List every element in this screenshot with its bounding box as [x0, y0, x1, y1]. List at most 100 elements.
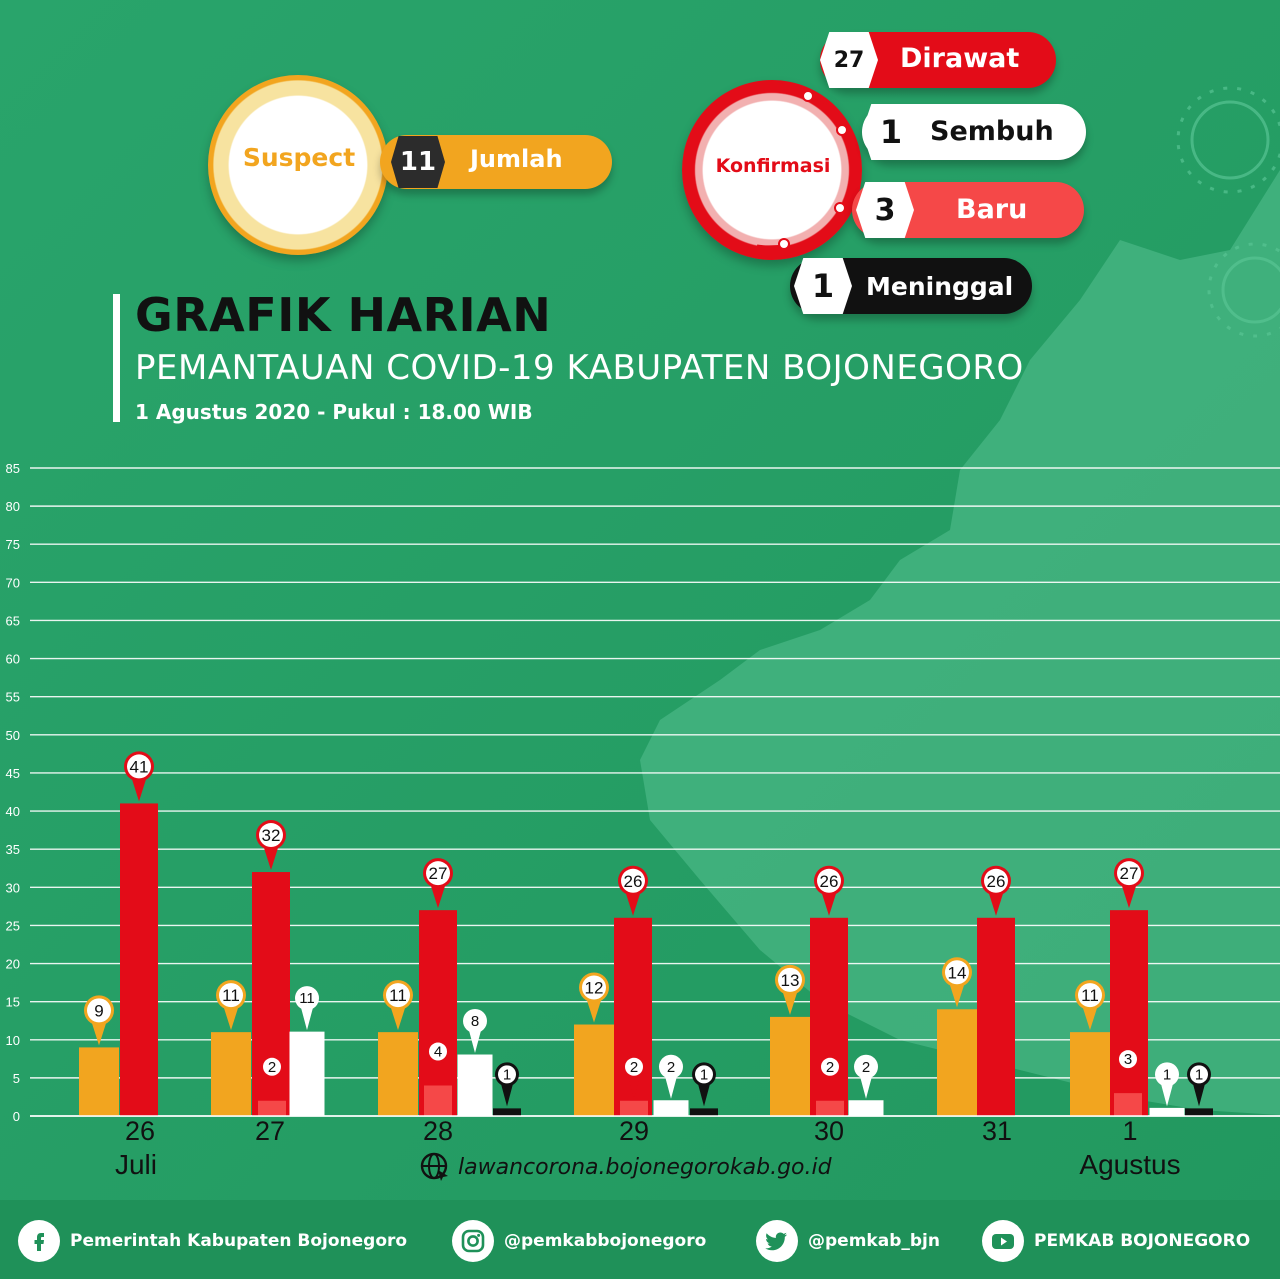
x-tick-label: 28 — [423, 1116, 453, 1146]
sembuh-label: Sembuh — [930, 116, 1054, 147]
suspect-count: 11 — [391, 136, 445, 188]
value-label-bg — [1190, 1065, 1208, 1084]
title-accent-bar — [113, 294, 120, 422]
y-tick-label: 50 — [6, 728, 20, 743]
suspect-label: Suspect — [242, 143, 356, 172]
y-tick-label: 20 — [6, 957, 20, 972]
twitter-icon — [756, 1220, 798, 1262]
value-label: 26 — [624, 872, 643, 891]
value-label-pin — [1120, 882, 1138, 909]
value-label-bg — [857, 1057, 875, 1076]
value-label-bg — [259, 823, 283, 848]
value-label: 32 — [262, 826, 281, 845]
value-label-pin — [500, 1081, 514, 1107]
bar-dirawat — [977, 917, 1015, 1116]
value-label-bg — [778, 967, 802, 992]
bar-sembuh — [653, 1100, 689, 1117]
value-label-bg — [984, 868, 1008, 893]
dirawat-label: Dirawat — [900, 43, 1020, 74]
bar-suspect — [79, 1047, 119, 1116]
bar-sembuh — [848, 1100, 884, 1117]
report-date: 1 Agustus 2020 - Pukul : 18.00 WIB — [135, 400, 533, 424]
facebook-link[interactable]: Pemerintah Kabupaten Bojonegoro — [18, 1220, 407, 1262]
y-tick-label: 25 — [6, 918, 20, 933]
dirawat-count: 27 — [820, 32, 878, 88]
value-label-bg — [426, 861, 450, 886]
konfirmasi-label: Konfirmasi — [715, 155, 831, 177]
value-label-bg — [945, 960, 969, 985]
value-label: 27 — [429, 864, 448, 883]
y-tick-label: 70 — [6, 575, 20, 590]
value-label: 27 — [1120, 864, 1139, 883]
bar-suspect — [937, 1009, 977, 1116]
value-label-bg — [429, 1042, 447, 1061]
globe-icon — [420, 1152, 448, 1181]
value-label-bg — [466, 1012, 484, 1031]
value-label-bg — [662, 1057, 680, 1076]
bar-chart: 0510152025303540455055606570758085941261… — [6, 461, 1280, 1180]
value-label: 41 — [130, 757, 149, 776]
value-label-bg — [817, 868, 841, 893]
bar-dirawat — [419, 910, 457, 1116]
bar-baru — [816, 1100, 844, 1116]
value-label-pin — [431, 1058, 445, 1084]
y-tick-label: 30 — [6, 880, 20, 895]
youtube-label: PEMKAB BOJONEGORO — [1034, 1231, 1251, 1251]
value-label: 2 — [862, 1059, 870, 1076]
bar-sembuh — [1149, 1107, 1185, 1117]
value-label-bg — [1117, 861, 1141, 886]
value-label-bg — [695, 1065, 713, 1084]
youtube-link[interactable]: PEMKAB BOJONEGORO — [982, 1220, 1250, 1262]
value-label-bg — [298, 989, 316, 1008]
value-label: 11 — [1081, 986, 1099, 1005]
x-tick-label: 27 — [255, 1116, 285, 1146]
bar-baru — [424, 1085, 452, 1116]
value-label-pin — [585, 996, 603, 1023]
value-label-pin — [781, 988, 799, 1015]
value-label-pin — [1192, 1081, 1206, 1107]
sembuh-count: 1 — [862, 104, 920, 160]
value-label-bg — [263, 1057, 281, 1076]
value-label: 1 — [503, 1066, 511, 1083]
website-link[interactable]: lawancorona.bojonegorokab.go.id — [420, 1152, 832, 1182]
value-label: 1 — [700, 1066, 708, 1083]
value-label-pin — [627, 1073, 641, 1099]
y-tick-label: 40 — [6, 804, 20, 819]
meninggal-label: Meninggal — [866, 272, 1014, 301]
value-label: 11 — [299, 990, 315, 1007]
value-label-bg — [1078, 983, 1102, 1008]
value-label-pin — [697, 1081, 711, 1107]
value-label-pin — [265, 1073, 279, 1099]
value-label-pin — [1121, 1066, 1135, 1092]
value-label-pin — [1081, 1004, 1099, 1031]
bar-meninggal — [1185, 1108, 1213, 1116]
facebook-icon — [18, 1220, 60, 1262]
value-label-bg — [219, 983, 243, 1008]
y-tick-label: 35 — [6, 842, 20, 857]
bar-baru — [1114, 1093, 1142, 1116]
bar-dirawat — [120, 803, 158, 1116]
value-label-pin — [468, 1028, 482, 1054]
value-label-pin — [624, 889, 642, 916]
value-label: 11 — [389, 986, 407, 1005]
value-label-pin — [859, 1073, 873, 1099]
value-label: 1 — [1195, 1066, 1203, 1083]
value-label-bg — [621, 868, 645, 893]
value-label: 26 — [987, 872, 1006, 891]
y-tick-label: 65 — [6, 613, 20, 628]
value-label: 2 — [268, 1059, 276, 1076]
value-label-bg — [625, 1057, 643, 1076]
value-label-bg — [1119, 1050, 1137, 1069]
bar-suspect — [211, 1032, 251, 1116]
x-tick-label: 26 — [125, 1116, 155, 1146]
value-label: 8 — [471, 1013, 479, 1030]
y-tick-label: 15 — [6, 995, 20, 1010]
bar-baru — [620, 1100, 648, 1116]
value-label-pin — [429, 882, 447, 909]
bar-suspect — [378, 1032, 418, 1116]
twitter-link[interactable]: @pemkab_bjn — [756, 1220, 940, 1262]
virus-icon — [1176, 86, 1280, 338]
instagram-link[interactable]: @pemkabbojonegoro — [452, 1220, 706, 1262]
suspect-count-label: Jumlah — [470, 145, 563, 173]
value-label-bg — [386, 983, 410, 1008]
